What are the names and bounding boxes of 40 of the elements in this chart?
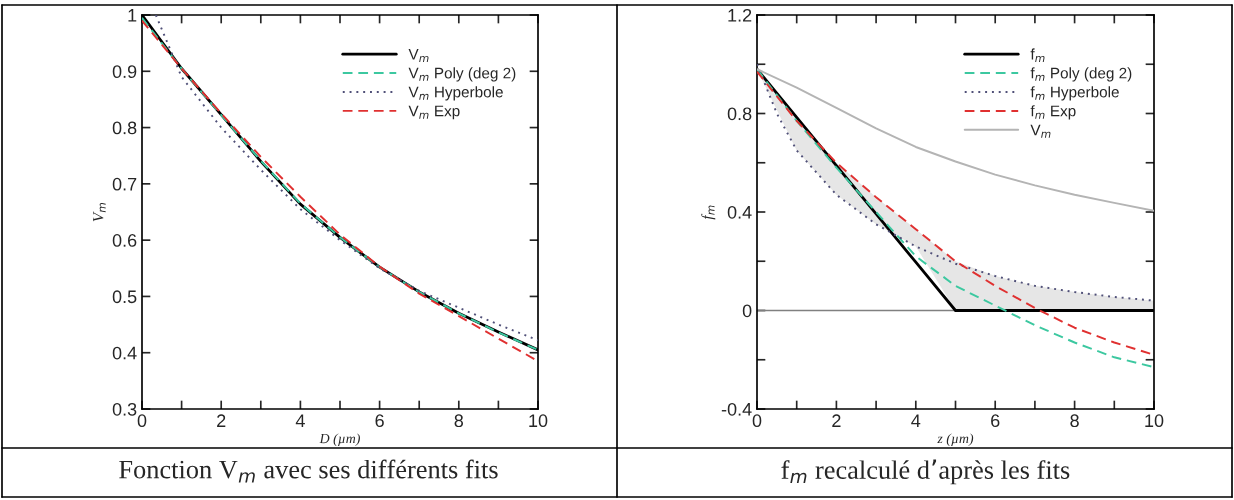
y-tick-label: 0.7 (112, 177, 137, 191)
x-tick-label: 10 (529, 414, 548, 428)
y-tick-label: 0 (742, 304, 752, 318)
legend-label: f$_{m}$ Poly (deg 2) (1030, 67, 1132, 82)
y-tick-label: 0.4 (112, 346, 137, 360)
x-tick-label: 6 (375, 414, 384, 428)
legend-label: V$_{m}$ (408, 48, 429, 62)
y-tick-label: 1 (128, 9, 137, 22)
x-tick-label: 8 (1070, 414, 1079, 428)
x-axis-title: z (µm) (937, 433, 974, 447)
y-tick-label: 0.6 (112, 234, 137, 247)
x-tick-label: 2 (217, 414, 226, 427)
x-tick-label: 10 (1145, 414, 1164, 428)
legend-label: V$_{m}$ Exp (408, 105, 460, 120)
y-axis-title: V$_{m}$ (93, 202, 106, 222)
y-tick-label: 0.4 (727, 205, 752, 219)
x-tick-label: 0 (137, 414, 147, 428)
y-tick-label: 1.2 (728, 8, 752, 22)
legend-label: V$_{m}$ (1030, 124, 1051, 138)
y-tick-label: -0.4 (721, 402, 752, 416)
x-tick-label: 6 (991, 414, 1000, 428)
legend-label: f$_{m}$ Hyperbole (1030, 86, 1119, 101)
text: Fonction V$_{m}$ avec ses différents fits (119, 459, 498, 483)
y-axis-title: f$_{m}$ (701, 205, 716, 220)
legend-label: V$_{m}$ Hyperbole (408, 86, 503, 101)
x-tick-label: 4 (911, 414, 921, 427)
text: f$_{m}$ recalculé d’après les fits (781, 459, 1070, 485)
x-tick-label: 2 (832, 414, 841, 427)
legend-label: f$_{m}$ (1030, 48, 1045, 62)
legend-label: f$_{m}$ Exp (1030, 105, 1076, 120)
x-tick-label: 0 (752, 414, 762, 428)
y-tick-label: 0.8 (727, 107, 752, 121)
y-tick-label: 0.5 (112, 290, 137, 304)
y-tick-label: 0.8 (112, 121, 137, 135)
y-tick-label: 0.3 (112, 402, 137, 416)
legend-label: V$_{m}$ Poly (deg 2) (408, 67, 516, 82)
x-tick-label: 8 (454, 414, 464, 428)
x-tick-label: 4 (295, 414, 305, 427)
x-axis-title: D (µm) (319, 433, 360, 447)
y-tick-label: 0.9 (112, 65, 137, 79)
